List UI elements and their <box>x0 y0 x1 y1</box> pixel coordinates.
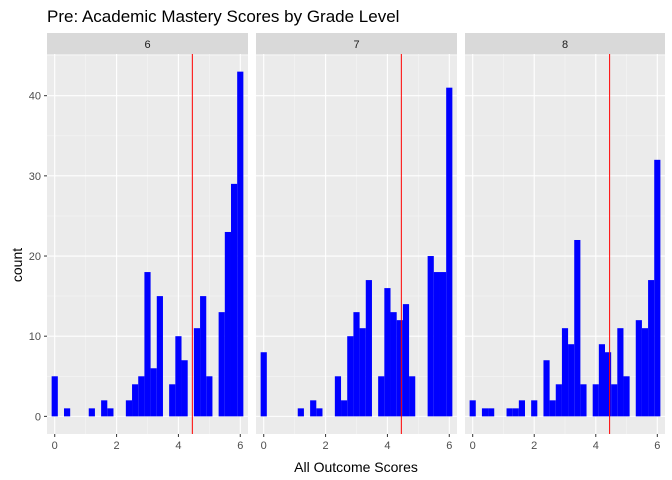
histogram-bar <box>617 328 624 417</box>
y-axis: 0 10 20 30 40 <box>29 91 47 423</box>
facet-strip-label: 6 <box>144 39 150 51</box>
facet-panels: 6 0 2 4 6 7 0 2 4 6 8 0 2 4 6 <box>47 33 665 452</box>
histogram-bar <box>156 296 163 417</box>
histogram-bar <box>512 408 519 417</box>
histogram-bar <box>316 408 323 417</box>
x-tick-label: 0 <box>52 440 58 452</box>
x-tick-label: 4 <box>593 440 599 452</box>
histogram-bar <box>446 87 453 417</box>
histogram-bar <box>574 239 581 417</box>
histogram-bar <box>365 280 372 417</box>
facet-panel-8: 8 0 2 4 6 <box>465 33 665 452</box>
x-tick-label: 0 <box>261 440 267 452</box>
x-tick-label: 6 <box>654 440 660 452</box>
histogram-bar <box>101 400 108 417</box>
histogram-bar <box>132 384 139 417</box>
facet-strip <box>256 33 457 54</box>
histogram-bar <box>260 352 267 417</box>
histogram-bar <box>237 71 244 417</box>
histogram-bar <box>611 384 618 417</box>
histogram-bar <box>549 400 556 417</box>
histogram-bar <box>334 376 342 417</box>
y-axis-title: count <box>9 248 25 282</box>
histogram-bar <box>598 344 605 417</box>
histogram-bar <box>654 159 661 417</box>
histogram-bar <box>518 400 525 417</box>
histogram-bar <box>469 400 476 417</box>
histogram-bar <box>568 344 575 417</box>
y-tick-label: 10 <box>29 331 41 343</box>
histogram-bar <box>592 384 599 417</box>
histogram-bar <box>144 272 151 417</box>
histogram-bar <box>125 400 133 417</box>
histogram-bar <box>580 384 587 417</box>
histogram-bar <box>347 336 354 417</box>
facet-panel-6: 6 0 2 4 6 <box>47 33 248 452</box>
histogram-bar <box>297 408 304 417</box>
histogram-bar <box>402 304 410 417</box>
x-tick-label: 6 <box>237 440 243 452</box>
x-tick-label: 2 <box>323 440 329 452</box>
facet-strip <box>465 33 665 54</box>
histogram-bar <box>200 296 207 417</box>
histogram-bar <box>481 408 489 417</box>
histogram-bar <box>150 368 157 417</box>
histogram-bar <box>353 312 360 417</box>
y-tick-label: 20 <box>29 251 41 263</box>
histogram-bar <box>641 328 649 417</box>
y-tick-label: 40 <box>29 91 41 103</box>
histogram-bar <box>506 408 513 417</box>
x-tick-label: 2 <box>531 440 537 452</box>
histogram-bar <box>561 328 569 417</box>
histogram-bar <box>341 400 348 417</box>
facet-panel-7: 7 0 2 4 6 <box>256 33 457 452</box>
histogram-bar <box>206 376 213 417</box>
histogram-bar <box>605 352 612 417</box>
histogram-bar <box>409 376 416 417</box>
x-tick-label: 2 <box>114 440 120 452</box>
y-tick-label: 0 <box>35 411 41 423</box>
histogram-bar <box>51 376 58 417</box>
x-axis-title: All Outcome Scores <box>294 459 418 475</box>
facet-strip-label: 7 <box>353 39 359 51</box>
histogram-bar <box>433 272 440 417</box>
histogram-bar <box>224 231 231 417</box>
histogram-bar <box>390 312 397 417</box>
histogram-bar <box>543 360 550 417</box>
histogram-bar <box>488 408 495 417</box>
histogram-bar <box>531 400 538 417</box>
histogram-bar <box>138 376 145 417</box>
histogram-bar <box>427 256 434 417</box>
histogram-bar <box>635 320 642 417</box>
histogram-bar <box>384 288 391 417</box>
facet-strip <box>47 33 248 54</box>
histogram-bar <box>169 384 176 417</box>
y-tick-label: 30 <box>29 171 41 183</box>
x-tick-label: 4 <box>384 440 390 452</box>
histogram-bar <box>648 280 655 417</box>
chart-title: Pre: Academic Mastery Scores by Grade Le… <box>47 7 399 26</box>
histogram-bar <box>439 272 447 417</box>
histogram-bar <box>378 376 385 417</box>
histogram-bar <box>88 408 95 417</box>
facet-strip-label: 8 <box>562 39 568 51</box>
histogram-bar <box>230 183 238 417</box>
x-tick-label: 6 <box>446 440 452 452</box>
histogram-bar <box>181 360 188 417</box>
histogram-bar <box>107 408 114 417</box>
histogram-bar <box>310 400 317 417</box>
histogram-bar <box>175 336 182 417</box>
x-tick-label: 4 <box>175 440 181 452</box>
histogram-bar <box>193 328 201 417</box>
histogram-bar <box>218 312 225 417</box>
histogram-bar <box>623 376 630 417</box>
histogram-bar <box>359 328 366 417</box>
histogram-bar <box>64 408 71 417</box>
histogram-bar <box>555 384 562 417</box>
x-tick-label: 0 <box>470 440 476 452</box>
histogram-bar <box>396 320 403 417</box>
